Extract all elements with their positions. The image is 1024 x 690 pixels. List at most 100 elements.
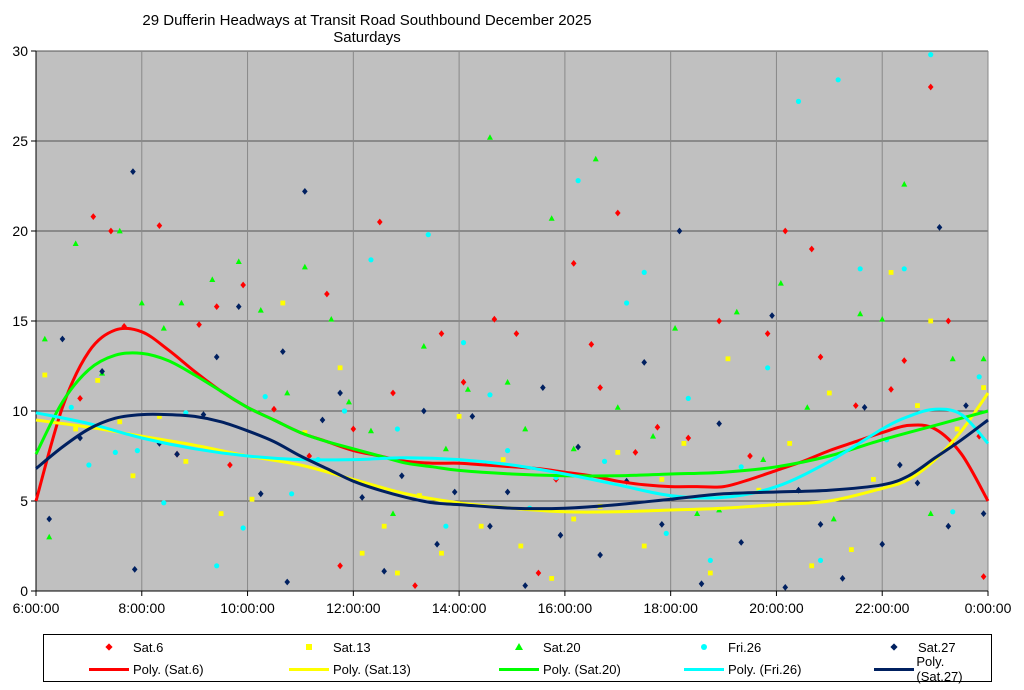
data-point-sat-27: [99, 368, 105, 375]
legend-label: Poly. (Sat.6): [133, 661, 204, 677]
data-point-sat-13: [130, 473, 136, 479]
data-point-sat-20: [694, 510, 701, 516]
data-point-sat-20: [592, 155, 599, 162]
legend-key-sat-27: [874, 637, 914, 657]
data-point-sat-13: [518, 543, 524, 549]
data-point-sat-27: [676, 227, 683, 235]
legend-entry-poly-sat-20: Poly. (Sat.20): [499, 659, 621, 679]
data-point-sat-20: [390, 510, 396, 516]
data-point-sat-20: [857, 310, 864, 317]
data-point-fri-26: [738, 464, 744, 470]
trendline-poly-sat-13: [35, 392, 990, 514]
data-point-sat-6: [782, 227, 789, 235]
data-point-sat-20: [464, 386, 471, 392]
data-point-sat-6: [271, 405, 277, 413]
data-point-sat-20: [301, 263, 308, 270]
x-tick-label: 0:00:00: [965, 600, 1012, 616]
data-point-sat-13: [218, 511, 224, 516]
data-point-sat-27: [359, 494, 365, 501]
data-point-sat-20: [160, 325, 167, 331]
data-point-sat-6: [764, 330, 771, 337]
y-tick-label: 15: [12, 313, 28, 329]
data-point-sat-6: [588, 341, 595, 348]
data-point-sat-27: [716, 420, 722, 427]
data-point-sat-27: [936, 224, 943, 231]
data-point-sat-13: [659, 477, 665, 482]
data-point-sat-20: [328, 316, 335, 322]
legend-label: Poly. (Sat.27): [916, 654, 963, 684]
data-point-sat-13: [641, 543, 647, 549]
data-point-sat-6: [412, 582, 418, 589]
data-point-fri-26: [663, 530, 669, 537]
data-point-sat-27: [817, 521, 824, 528]
data-point-sat-13: [456, 414, 462, 419]
data-point-fri-26: [425, 232, 431, 238]
legend-entry-sat-27: Sat.27: [874, 637, 956, 657]
y-tick-label: 5: [20, 493, 28, 509]
data-point-fri-26: [817, 557, 824, 564]
data-point-sat-6: [324, 290, 330, 298]
data-point-fri-26: [765, 365, 771, 371]
data-point-sat-6: [945, 317, 952, 325]
data-point-sat-13: [42, 372, 48, 378]
data-point-sat-20: [733, 308, 740, 315]
data-point-sat-13: [928, 318, 934, 324]
data-point-sat-13: [615, 450, 621, 455]
data-point-sat-6: [976, 432, 982, 440]
data-point-fri-26: [707, 557, 713, 564]
data-point-sat-13: [787, 441, 793, 446]
data-point-fri-26: [795, 98, 802, 104]
data-point-sat-27: [235, 303, 242, 310]
data-point-fri-26: [976, 374, 982, 380]
legend-label: Sat.13: [333, 639, 371, 655]
data-point-sat-27: [421, 407, 427, 415]
data-point-sat-20: [927, 510, 934, 516]
data-point-sat-13: [954, 426, 960, 432]
data-point-fri-26: [641, 269, 647, 275]
data-point-sat-6: [901, 357, 908, 364]
data-point-sat-6: [350, 425, 357, 433]
data-point-sat-27: [522, 582, 529, 589]
data-point-sat-27: [839, 575, 846, 582]
data-point-fri-26: [901, 266, 907, 272]
data-point-sat-13: [500, 457, 506, 462]
data-point-sat-20: [257, 307, 264, 313]
data-point-sat-20: [879, 316, 886, 322]
data-point-sat-27: [861, 404, 868, 411]
data-point-sat-20: [442, 445, 449, 452]
data-point-sat-20: [504, 379, 511, 385]
data-point-sat-6: [156, 222, 163, 229]
data-point-sat-20: [41, 335, 48, 342]
data-point-sat-13: [915, 403, 920, 408]
data-point-sat-27: [77, 434, 83, 442]
data-point-sat-27: [130, 168, 136, 175]
data-point-sat-20: [760, 456, 767, 462]
x-tick-label: 18:00:00: [643, 600, 698, 616]
data-point-fri-26: [928, 52, 934, 58]
legend-entry-fri-26: Fri.26: [684, 637, 761, 657]
data-point-sat-13: [249, 496, 255, 502]
legend-label: Poly. (Fri.26): [728, 661, 802, 677]
data-point-sat-20: [420, 343, 427, 349]
legend-key-poly-sat-13: [289, 659, 329, 679]
data-point-sat-20: [672, 325, 679, 331]
data-point-sat-20: [138, 299, 145, 306]
data-point-sat-6: [337, 562, 343, 570]
data-point-sat-27: [557, 531, 564, 539]
data-point-sat-20: [345, 398, 352, 405]
x-tick-label: 8:00:00: [118, 600, 165, 616]
data-point-sat-20: [548, 215, 555, 221]
data-point-fri-26: [289, 491, 295, 497]
data-point-sat-13: [725, 356, 731, 362]
data-point-sat-6: [888, 386, 894, 393]
data-point-sat-20: [949, 355, 956, 362]
data-point-sat-27: [213, 353, 220, 361]
data-point-fri-26: [134, 448, 140, 454]
data-point-sat-13: [681, 441, 687, 446]
y-tick-label: 20: [12, 223, 28, 239]
data-point-sat-27: [897, 461, 903, 469]
data-point-sat-6: [108, 227, 114, 235]
data-point-sat-27: [487, 522, 493, 530]
data-point-fri-26: [504, 448, 511, 454]
data-point-sat-27: [337, 389, 343, 397]
